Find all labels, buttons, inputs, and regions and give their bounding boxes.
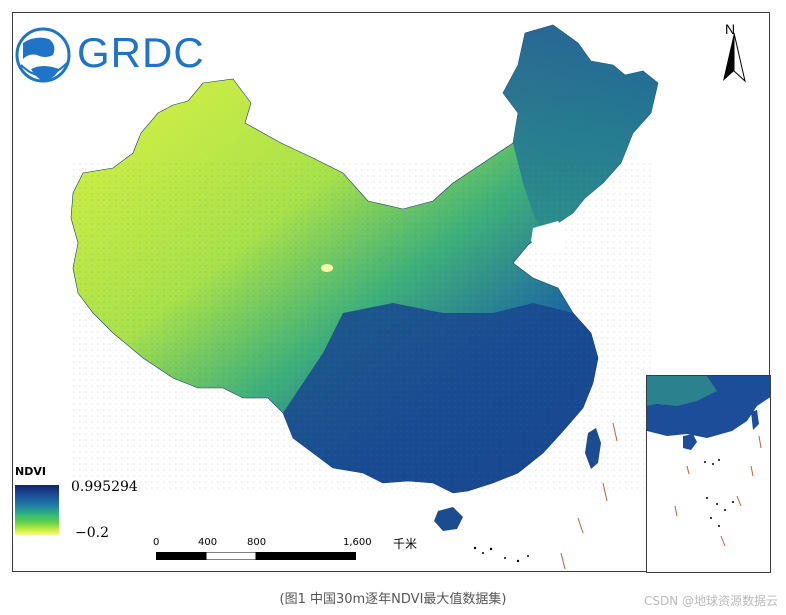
legend-min-label: −0.2	[75, 525, 109, 541]
bohai-sea	[531, 221, 568, 253]
legend-max-label: 0.995294	[71, 479, 138, 495]
scale-bar	[156, 552, 356, 560]
south-sea-islands	[473, 546, 529, 563]
figure-caption: (图1 中国30m逐年NDVI最大值数据集)	[279, 592, 507, 607]
legend-color-ramp	[15, 485, 59, 535]
south-china-sea-inset	[646, 375, 771, 573]
hainan-island	[434, 507, 463, 531]
scale-tick-0: 0	[153, 537, 160, 548]
map-texture	[73, 163, 653, 493]
legend-title: NDVI	[15, 465, 46, 478]
north-label: N	[725, 21, 736, 37]
north-arrow-icon	[723, 32, 746, 83]
inset-map	[647, 376, 770, 547]
sea-boundary-lines	[560, 422, 618, 570]
taiwan-island	[585, 428, 601, 469]
scale-unit: 千米	[393, 537, 418, 551]
globe-icon	[15, 27, 71, 83]
scale-tick-400: 400	[198, 537, 218, 548]
scale-tick-1600: 1,600	[343, 537, 372, 548]
map-frame: GRDC N NDVI 0.995294 −0.2 0 400 800 1,60…	[12, 12, 771, 573]
scale-tick-800: 800	[247, 537, 267, 548]
logo-text: GRDC	[77, 29, 205, 76]
watermark: CSDN @地球资源数据云	[643, 594, 778, 608]
china-ndvi-map	[70, 24, 659, 570]
grdc-logo: GRDC	[13, 21, 213, 93]
qinghai-lake	[321, 264, 333, 272]
